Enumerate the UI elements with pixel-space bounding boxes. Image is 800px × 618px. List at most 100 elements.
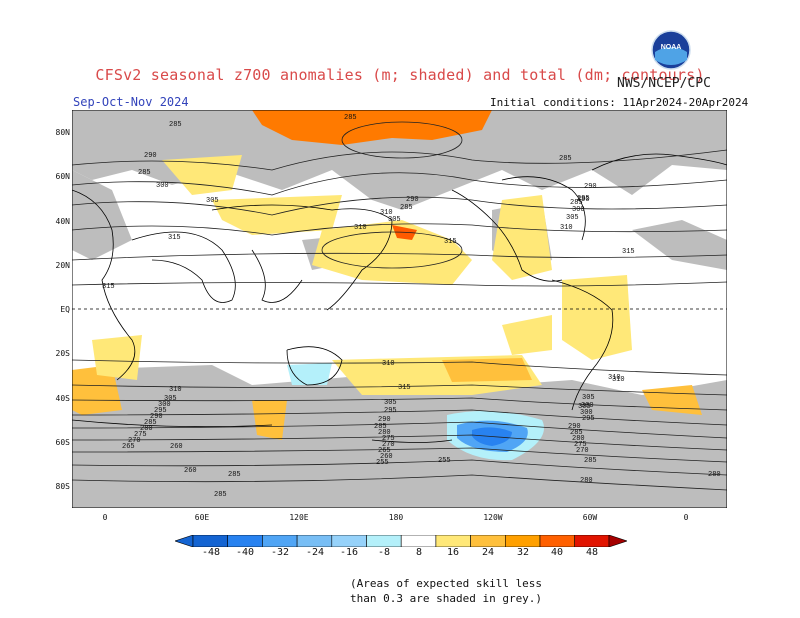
- contour-label: 290: [406, 196, 419, 204]
- contour-label: 305: [388, 216, 401, 224]
- colorbar: [175, 535, 627, 547]
- contour-label: 310: [382, 360, 395, 368]
- season-label: Sep-Oct-Nov 2024: [73, 95, 189, 109]
- lat-label: 80S: [55, 482, 70, 491]
- lat-label: 60N: [55, 172, 70, 181]
- colorbar-segment: [227, 535, 263, 547]
- contour-label: 305: [582, 394, 595, 402]
- positive-anomaly-shading: [72, 110, 702, 440]
- contour-label: 315: [444, 238, 457, 246]
- contour-label: 290: [378, 416, 391, 424]
- colorbar-tick: 8: [415, 547, 423, 558]
- colorbar-segment: [296, 535, 333, 547]
- contour-label: 315: [102, 283, 115, 291]
- contour-label: 310: [380, 209, 393, 217]
- contour-label: 285: [400, 204, 413, 212]
- contour-label: 280: [708, 471, 721, 479]
- contour-label: 280: [572, 435, 585, 443]
- contour-label: 285: [144, 419, 157, 427]
- contour-label: 300: [581, 402, 594, 410]
- lat-label: EQ: [60, 305, 70, 314]
- contour-label: 295: [582, 415, 595, 423]
- colorbar-segment: [504, 535, 541, 547]
- lon-label: 180: [388, 513, 404, 522]
- colorbar-segment: [400, 535, 437, 547]
- contour-label: 310: [608, 374, 621, 382]
- colorbar-tick: 48: [585, 547, 599, 558]
- contour-label: 260: [380, 453, 393, 461]
- lon-label: 120E: [289, 513, 309, 522]
- lat-label: 40N: [55, 217, 70, 226]
- lon-label: 60E: [194, 513, 210, 522]
- colorbar-segment: [435, 535, 471, 547]
- contour-label: 285: [138, 169, 151, 177]
- colorbar-tick: -24: [305, 547, 325, 558]
- lat-label: 80N: [55, 128, 70, 137]
- colorbar-arrow-left: [175, 535, 194, 547]
- lon-label: 0: [102, 513, 108, 522]
- colorbar-tick: -8: [377, 547, 391, 558]
- contour-label: 310: [169, 386, 182, 394]
- contour-label: 315: [622, 248, 635, 256]
- contour-label: 290: [577, 196, 590, 204]
- map-plot: 285 285 290 285 300 305 315 315 290 285 …: [72, 110, 727, 508]
- contour-label: 305: [384, 399, 397, 407]
- contour-label: 285: [169, 121, 182, 129]
- contour-label: 285: [344, 114, 357, 122]
- contour-label: 290: [584, 183, 597, 191]
- colorbar-tick: 32: [516, 547, 530, 558]
- colorbar-segment: [470, 535, 506, 547]
- contour-label: 265: [378, 447, 391, 455]
- contour-label: 275: [382, 435, 395, 443]
- colorbar-segment: [262, 535, 298, 547]
- colorbar-segment: [192, 535, 229, 547]
- contour-label: 270: [128, 437, 141, 445]
- contour-label: 300: [572, 206, 585, 214]
- contour-label: 280: [378, 429, 391, 437]
- agency-label: NWS/NCEP/CPC: [617, 76, 711, 91]
- contour-label: 305: [578, 403, 591, 411]
- colorbar-tick: 24: [481, 547, 495, 558]
- contour-label: 300: [158, 401, 171, 409]
- lon-label: 60W: [582, 513, 598, 522]
- contour-label: 265: [122, 443, 135, 451]
- contour-label: 300: [156, 182, 169, 190]
- contour-label: 280: [140, 425, 153, 433]
- colorbar-tick: 16: [446, 547, 460, 558]
- lat-label: 60S: [55, 438, 70, 447]
- contour-label: 295: [577, 195, 590, 203]
- contour-label: 275: [134, 431, 147, 439]
- contour-label: 290: [568, 423, 581, 431]
- initial-conditions-label: Initial conditions: 11Apr2024-20Apr2024: [490, 96, 749, 109]
- contour-label: 285: [570, 199, 583, 207]
- contour-label: 285: [228, 471, 241, 479]
- contour-label: 270: [382, 441, 395, 449]
- lon-label: 120W: [483, 513, 503, 522]
- colorbar-tick: 40: [550, 547, 564, 558]
- lat-label: 20S: [55, 349, 70, 358]
- contour-label: 260: [184, 467, 197, 475]
- skill-note: (Areas of expected skill less than 0.3 a…: [350, 576, 542, 606]
- contour-label: 315: [168, 234, 181, 242]
- contour-label: 285: [374, 423, 387, 431]
- colorbar-segment: [366, 535, 402, 547]
- contour-label: 310: [354, 224, 367, 232]
- contour-label: 285: [559, 155, 572, 163]
- contour-label-group: 285 285 290 285 300 305 315 315 290 285 …: [102, 114, 721, 499]
- plot-title: CFSv2 seasonal z700 anomalies (m; shaded…: [95, 66, 705, 84]
- colorbar-segment: [331, 535, 367, 547]
- contour-label: 255: [438, 457, 451, 465]
- contour-label: 315: [398, 384, 411, 392]
- logo-text: NOAA: [661, 44, 682, 51]
- skill-note-line: (Areas of expected skill less: [350, 577, 543, 590]
- lat-label: 20N: [55, 261, 70, 270]
- contour-label: 305: [566, 214, 579, 222]
- contour-label: 300: [580, 409, 593, 417]
- colorbar-tick: -48: [201, 547, 221, 558]
- contour-label: 260: [170, 443, 183, 451]
- contour-label: 295: [384, 407, 397, 415]
- contour-label: 295: [154, 407, 167, 415]
- lat-label: 40S: [55, 394, 70, 403]
- contour-label: 270: [576, 447, 589, 455]
- lon-label: 0: [683, 513, 689, 522]
